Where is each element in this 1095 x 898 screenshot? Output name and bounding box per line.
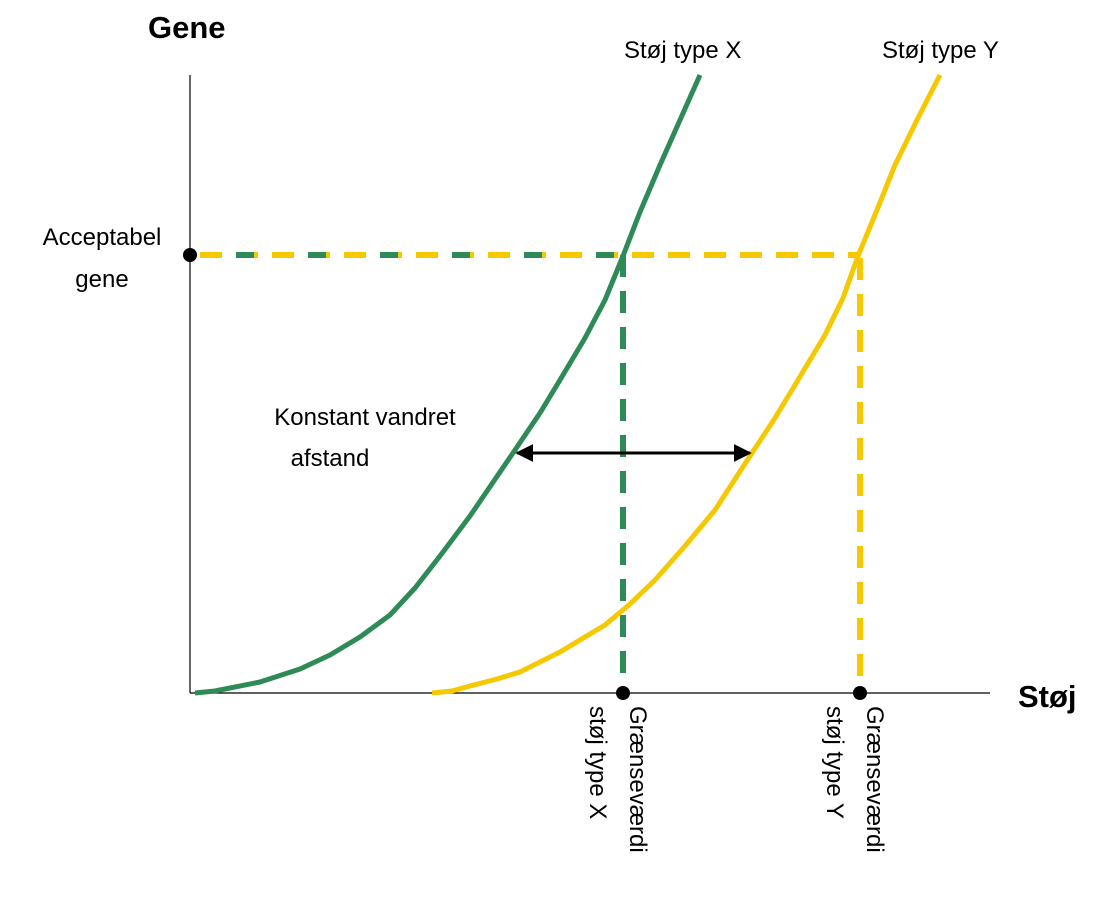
limit-label: Grænseværdi: [624, 706, 651, 853]
dot: [616, 686, 630, 700]
acceptable-label: Acceptabel: [43, 224, 162, 251]
limit-label: støj type Y: [821, 706, 848, 819]
distance-label: Konstant vandret: [274, 404, 456, 431]
acceptable-label: gene: [75, 266, 128, 293]
dot: [183, 248, 197, 262]
curve-y: [431, 73, 943, 696]
y-axis-label: Gene: [148, 10, 226, 45]
dot: [853, 686, 867, 700]
curve-x: [194, 73, 703, 696]
limit-label: Grænseværdi: [861, 706, 888, 853]
limit-label: støj type X: [584, 706, 611, 819]
distance-label: afstand: [291, 445, 370, 472]
curve-label: Støj type Y: [882, 37, 999, 64]
x-axis-label: Støj: [1018, 679, 1077, 714]
curve-label: Støj type X: [624, 37, 741, 64]
